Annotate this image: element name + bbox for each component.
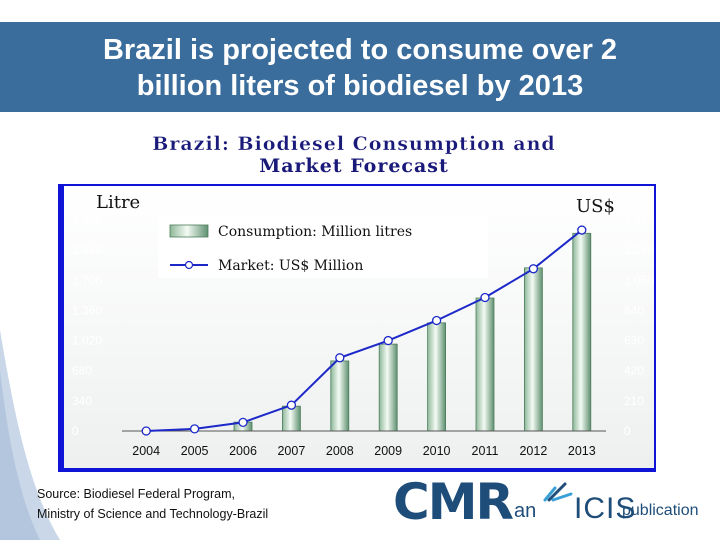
x-tick-label: 2011 <box>472 444 499 458</box>
chart-title-line-1: Brazil: Biodiesel Consumption and <box>152 133 555 155</box>
cmr-icis-logo: CMR an ICIS publication <box>393 473 699 531</box>
logo-publication-text: publication <box>622 502 699 519</box>
left-tick-label: 0 <box>72 424 79 438</box>
x-tick-label: 2004 <box>132 444 160 458</box>
source-line-1: Source: Biodiesel Federal Program, <box>37 487 236 501</box>
right-tick-label: 1.050 <box>624 273 654 287</box>
x-tick-label: 2006 <box>229 444 257 458</box>
legend-line-marker <box>184 260 194 270</box>
legend: Consumption: Million litres Market: US$ … <box>158 216 488 278</box>
legend-box <box>158 216 488 278</box>
legend-line-label: Market: US$ Million <box>218 258 363 274</box>
left-tick-label: 680 <box>72 364 92 378</box>
consumption-bar <box>330 360 350 432</box>
decorative-swoosh <box>0 330 60 540</box>
right-axis-ticks: 0 210 420 630 840 1.050 1.260 1.470 <box>624 213 654 438</box>
right-axis-label: US$ <box>576 196 615 217</box>
left-tick-label: 1.360 <box>72 303 102 317</box>
chart-svg: Brazil: Biodiesel Consumption and Market… <box>58 120 656 468</box>
market-point <box>528 264 539 274</box>
market-point <box>238 417 248 428</box>
chart-panel: Brazil: Biodiesel Consumption and Market… <box>58 120 656 472</box>
logo-cmr-text: CMR <box>393 473 514 531</box>
left-tick-label: 2.380 <box>72 213 102 227</box>
title-bar: Brazil is projected to consume over 2 bi… <box>0 22 720 112</box>
x-tick-label: 2005 <box>181 444 209 458</box>
logo-icis-text: ICIS <box>574 492 637 525</box>
market-point <box>286 400 297 410</box>
left-tick-label: 1.700 <box>72 273 102 287</box>
x-tick-label: 2010 <box>423 444 451 458</box>
x-tick-label: 2009 <box>374 444 402 458</box>
right-tick-label: 630 <box>624 334 644 348</box>
right-tick-label: 210 <box>624 394 644 408</box>
left-tick-label: 340 <box>72 394 92 408</box>
chart-title-plate <box>58 120 656 184</box>
left-tick-label: 1.020 <box>72 334 102 348</box>
slide-title-line-2: billion liters of biodiesel by 2013 <box>136 70 584 102</box>
x-axis-ticks: 2004 2005 2006 2007 2008 2009 2010 2011 2012 2013 <box>132 444 595 458</box>
right-tick-label: 1.470 <box>624 213 654 227</box>
market-point <box>431 315 442 326</box>
source-note: Source: Biodiesel Federal Program, Minis… <box>37 484 268 524</box>
x-tick-label: 2008 <box>326 444 354 458</box>
icis-burst-icon <box>543 482 573 502</box>
x-tick-label: 2013 <box>568 444 596 458</box>
left-tick-label: 2.040 <box>72 243 102 257</box>
market-line-series <box>141 225 587 436</box>
consumption-bar <box>572 232 592 432</box>
market-line <box>146 229 583 432</box>
consumption-bar <box>427 322 447 432</box>
consumption-bars <box>233 232 592 432</box>
consumption-bar <box>475 297 495 432</box>
market-point <box>480 292 490 303</box>
market-point <box>189 424 200 434</box>
market-point <box>141 426 151 436</box>
x-tick-label: 2012 <box>519 444 547 458</box>
left-axis-label: Litre <box>96 192 140 213</box>
market-point <box>577 225 587 235</box>
x-tick-label: 2007 <box>277 444 305 458</box>
consumption-bar <box>378 343 398 432</box>
source-line-2: Ministry of Science and Technology-Brazi… <box>37 507 269 521</box>
left-axis-ticks: 0 340 680 1.020 1.360 1.700 2.040 2.380 <box>72 213 102 438</box>
market-point <box>335 353 345 363</box>
market-point <box>383 335 393 346</box>
right-tick-label: 420 <box>624 364 644 378</box>
consumption-bar <box>281 405 301 432</box>
legend-bar-label: Consumption: Million litres <box>218 224 412 240</box>
legend-bar-swatch <box>169 224 209 238</box>
right-tick-label: 1.260 <box>624 243 654 257</box>
slide-title-line-1: Brazil is projected to consume over 2 <box>102 34 618 66</box>
right-tick-label: 840 <box>624 303 644 317</box>
logo-an-text: an <box>514 500 537 522</box>
chart-title-line-2: Market Forecast <box>259 155 449 177</box>
consumption-bar <box>523 267 543 432</box>
right-tick-label: 0 <box>624 424 631 438</box>
